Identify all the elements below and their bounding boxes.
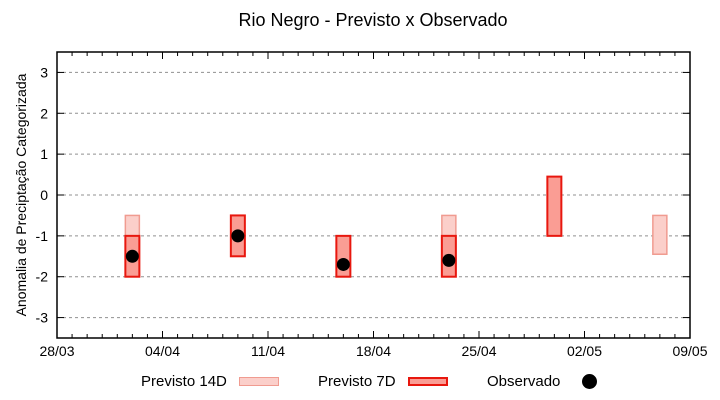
x-tick-label-18-04: 18/04 (356, 343, 391, 359)
legend-label-previsto-14d: Previsto 14D (141, 372, 227, 390)
legend-swatch-previsto-14d (238, 376, 279, 386)
y-tick-label-0: 0 (40, 187, 48, 203)
observed-dot-09-04 (231, 229, 245, 243)
legend-label-previsto-7d: Previsto 7D (318, 372, 396, 390)
forecast-box-14d-07-05 (652, 214, 668, 255)
legend: Previsto 14D Previsto 7D Observado (0, 371, 720, 393)
observed-dot-23-04 (442, 253, 456, 267)
x-tick-label-04-04: 04/04 (145, 343, 180, 359)
x-tick-label-02-05: 02/05 (567, 343, 602, 359)
legend-label-observado: Observado (487, 372, 561, 390)
legend-item-observado: Observado (487, 371, 598, 391)
plot-border (56, 51, 691, 339)
observed-dot-16-04 (336, 257, 350, 271)
y-tick-label--1: -1 (36, 228, 49, 244)
legend-item-previsto-7d: Previsto 7D (318, 371, 448, 391)
chart-title: Rio Negro - Previsto x Observado (238, 10, 508, 30)
legend-marker-observado-icon (582, 373, 598, 389)
forecast-box-7d-30-04 (546, 175, 563, 237)
x-tick-label-11-04: 11/04 (251, 343, 285, 359)
y-tick-label-3: 3 (40, 64, 48, 80)
y-tick-label-1: 1 (40, 146, 48, 162)
y-tick-label--2: -2 (36, 269, 49, 285)
y-tick-label-2: 2 (40, 105, 48, 121)
x-tick-label-28-03: 28/03 (39, 343, 74, 359)
y-tick-label--3: -3 (36, 310, 49, 326)
x-tick-label-09-05: 09/05 (672, 343, 707, 359)
observed-dot-02-04 (125, 249, 139, 263)
legend-item-previsto-14d: Previsto 14D (141, 371, 279, 391)
x-tick-label-25-04: 25/04 (461, 343, 496, 359)
legend-swatch-previsto-7d (407, 376, 448, 386)
